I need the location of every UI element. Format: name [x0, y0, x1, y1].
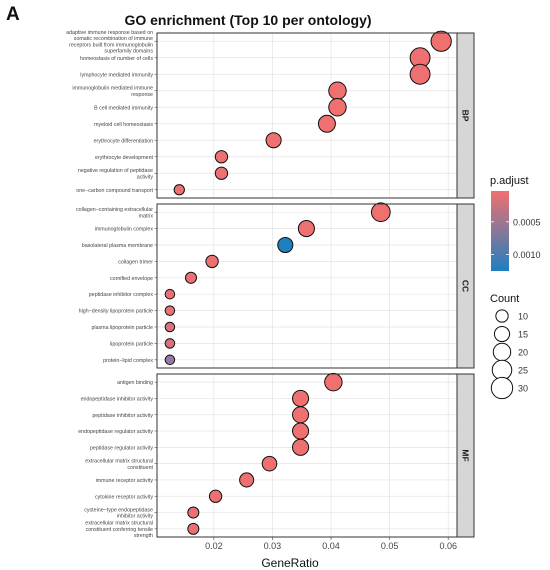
y-tick-label: lipoprotein particle: [110, 341, 153, 347]
data-point: [324, 372, 343, 392]
data-point: [277, 236, 294, 254]
y-tick-label: erythrocyte differentiation: [94, 138, 153, 144]
facet-cc: collagen−containing extracellular matrix i…: [76, 202, 475, 369]
color-legend-label: 0.0005: [513, 217, 541, 227]
size-legend-circle: [495, 309, 509, 323]
y-tick-label: peptidase regulator activity: [90, 445, 153, 451]
y-tick-label: peptidase inhibitor activity: [92, 413, 153, 419]
facet-strip-label: CC: [461, 280, 471, 292]
size-legend: Count 10 15 20 25 30: [490, 293, 528, 400]
size-legend-label: 25: [518, 366, 528, 376]
color-legend: p.adjust 0.0005 0.0010: [490, 175, 541, 271]
data-point: [370, 202, 391, 223]
data-point: [292, 422, 310, 440]
color-legend-bar: [491, 191, 509, 271]
y-tick-label: endopeptidase regulator activity: [78, 429, 153, 435]
data-point: [187, 506, 200, 519]
y-tick-label: negative regulation of peptidase activity: [78, 168, 153, 180]
x-tick-label: 0.03: [264, 541, 282, 551]
data-point: [430, 30, 452, 52]
size-legend-label: 15: [518, 330, 528, 340]
facet-strip-label: BP: [461, 110, 471, 122]
data-point: [214, 150, 229, 164]
y-tick-label: extracellular matrix structural constitue…: [85, 521, 153, 540]
data-point: [239, 472, 255, 488]
size-legend-label: 10: [518, 312, 528, 322]
data-point: [328, 81, 347, 100]
size-legend-title: Count: [490, 293, 519, 305]
y-tick-label: cysteine−type endopeptidase inhibitor act…: [84, 507, 153, 519]
y-tick-label: high−density lipoprotein particle: [79, 309, 153, 315]
data-point: [164, 288, 176, 300]
data-point: [164, 321, 176, 333]
y-tick-label: myeloid cell homeostasis: [94, 122, 153, 128]
data-point: [164, 354, 176, 366]
facet-strip-label: MF: [461, 449, 471, 461]
data-point: [164, 305, 176, 316]
x-tick-label: 0.06: [439, 541, 457, 551]
y-tick-label: immune receptor activity: [96, 478, 154, 484]
color-legend-title: p.adjust: [490, 175, 529, 187]
size-legend-label: 30: [518, 384, 528, 394]
size-legend-circle: [493, 325, 511, 343]
y-tick-label: collagen trimer: [118, 259, 153, 265]
data-point: [214, 166, 229, 180]
y-tick-label: immunoglobulin mediated immune response: [72, 86, 153, 98]
data-point: [328, 98, 347, 117]
y-tick-label: protein−lipid complex: [103, 358, 153, 364]
data-point: [292, 406, 310, 424]
panel-letter: A: [6, 4, 20, 25]
data-point: [184, 271, 197, 284]
y-tick-label: lymphocyte mediated immunity: [80, 72, 153, 78]
y-tick-label: B cell mediated immunity: [94, 105, 153, 111]
y-tick-label: cornified envelope: [110, 276, 153, 282]
data-point: [205, 254, 219, 269]
x-tick-label: 0.02: [205, 541, 223, 551]
facet-strip: [456, 203, 475, 369]
y-tick-label: collagen−containing extracellular matrix: [76, 207, 153, 219]
data-point: [292, 389, 310, 407]
data-point: [187, 522, 200, 535]
x-tick-label: 0.04: [322, 541, 340, 551]
y-tick-label: plasma lipoprotein particle: [91, 325, 153, 331]
x-axis-label: GeneRatio: [261, 556, 319, 570]
y-tick-label: one−carbon compound transport: [76, 188, 153, 194]
y-tick-label: endopeptidase inhibitor activity: [81, 396, 154, 402]
y-tick-label: cytokine receptor activity: [95, 494, 153, 500]
y-tick-label: extracellular matrix structural constitue…: [85, 459, 153, 471]
data-point: [409, 63, 431, 85]
facet-strip: [456, 32, 475, 199]
y-tick-label: basolateral plasma membrane: [82, 243, 153, 249]
y-tick-label: homeostasis of number of cells: [80, 56, 153, 62]
y-tick-label: immunoglobulin complex: [95, 227, 154, 233]
facet-panels: adaptive immune response based on somatic…: [66, 30, 475, 540]
size-legend-label: 20: [518, 348, 528, 358]
x-axis: 0.02 0.03 0.04 0.05 0.06: [205, 537, 457, 551]
data-point: [265, 132, 282, 149]
y-tick-label: adaptive immune response based on somatic…: [66, 30, 153, 55]
size-legend-circle: [492, 342, 512, 362]
data-point: [208, 489, 223, 503]
y-tick-label: peptidase inhibitor complex: [89, 292, 154, 298]
chart-title: GO enrichment (Top 10 per ontology): [124, 12, 371, 28]
data-point: [261, 455, 278, 472]
data-point: [173, 184, 185, 196]
facet-mf: antigen binding endopeptidase inhibitor a…: [78, 372, 475, 540]
y-tick-label: erythrocyte development: [95, 155, 154, 161]
x-tick-label: 0.05: [381, 541, 399, 551]
data-point: [317, 114, 336, 133]
facet-bp: adaptive immune response based on somatic…: [66, 30, 475, 199]
data-point: [164, 338, 176, 349]
data-point: [292, 438, 310, 456]
data-point: [297, 220, 315, 238]
color-legend-label: 0.0010: [513, 250, 541, 260]
y-tick-label: antigen binding: [117, 380, 153, 386]
facet-strip: [456, 373, 475, 538]
size-legend-circle: [490, 376, 514, 400]
panel-background: [157, 33, 457, 198]
